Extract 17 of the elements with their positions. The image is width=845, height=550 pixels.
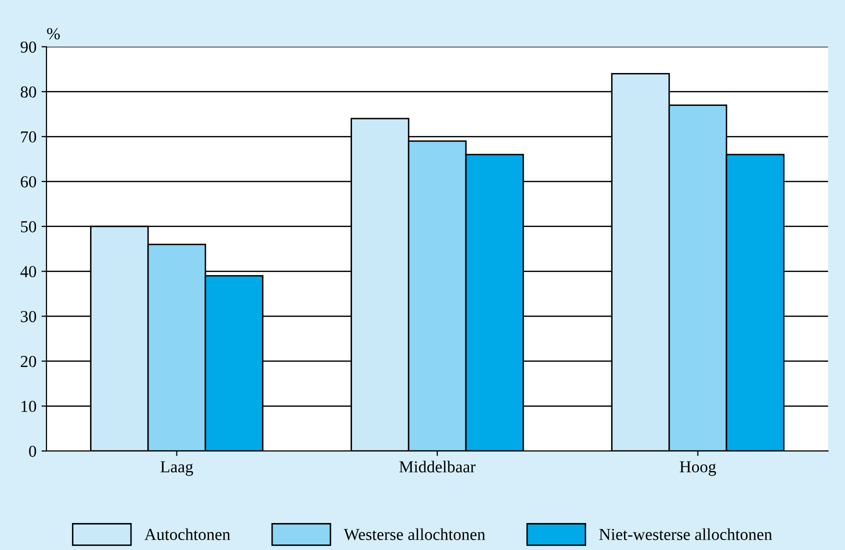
y-tick-label: 30	[20, 310, 36, 322]
y-tick-label: 50	[21, 221, 36, 232]
x-tick-label: Hoog	[680, 461, 716, 476]
x-tick-label: Laag	[160, 461, 194, 476]
y-tick-label: 90	[20, 41, 36, 53]
y-tick-label: 0	[29, 446, 36, 457]
legend-label: Autochtonen	[144, 528, 230, 540]
x-tick-label: Middelbaar	[399, 460, 476, 472]
y-tick-label: 10	[22, 400, 36, 412]
y-tick-label: 40	[20, 266, 36, 278]
y-tick-label: 60	[20, 176, 36, 188]
y-tick-label: 80	[20, 86, 36, 98]
legend-label: Niet-westerse allochtonen	[599, 528, 772, 540]
legend-label: Westerse allochtonen	[344, 528, 486, 540]
y-tick-label: 20	[20, 356, 36, 368]
y-tick-label: 70	[21, 131, 36, 143]
y-axis-title: %	[47, 28, 60, 40]
